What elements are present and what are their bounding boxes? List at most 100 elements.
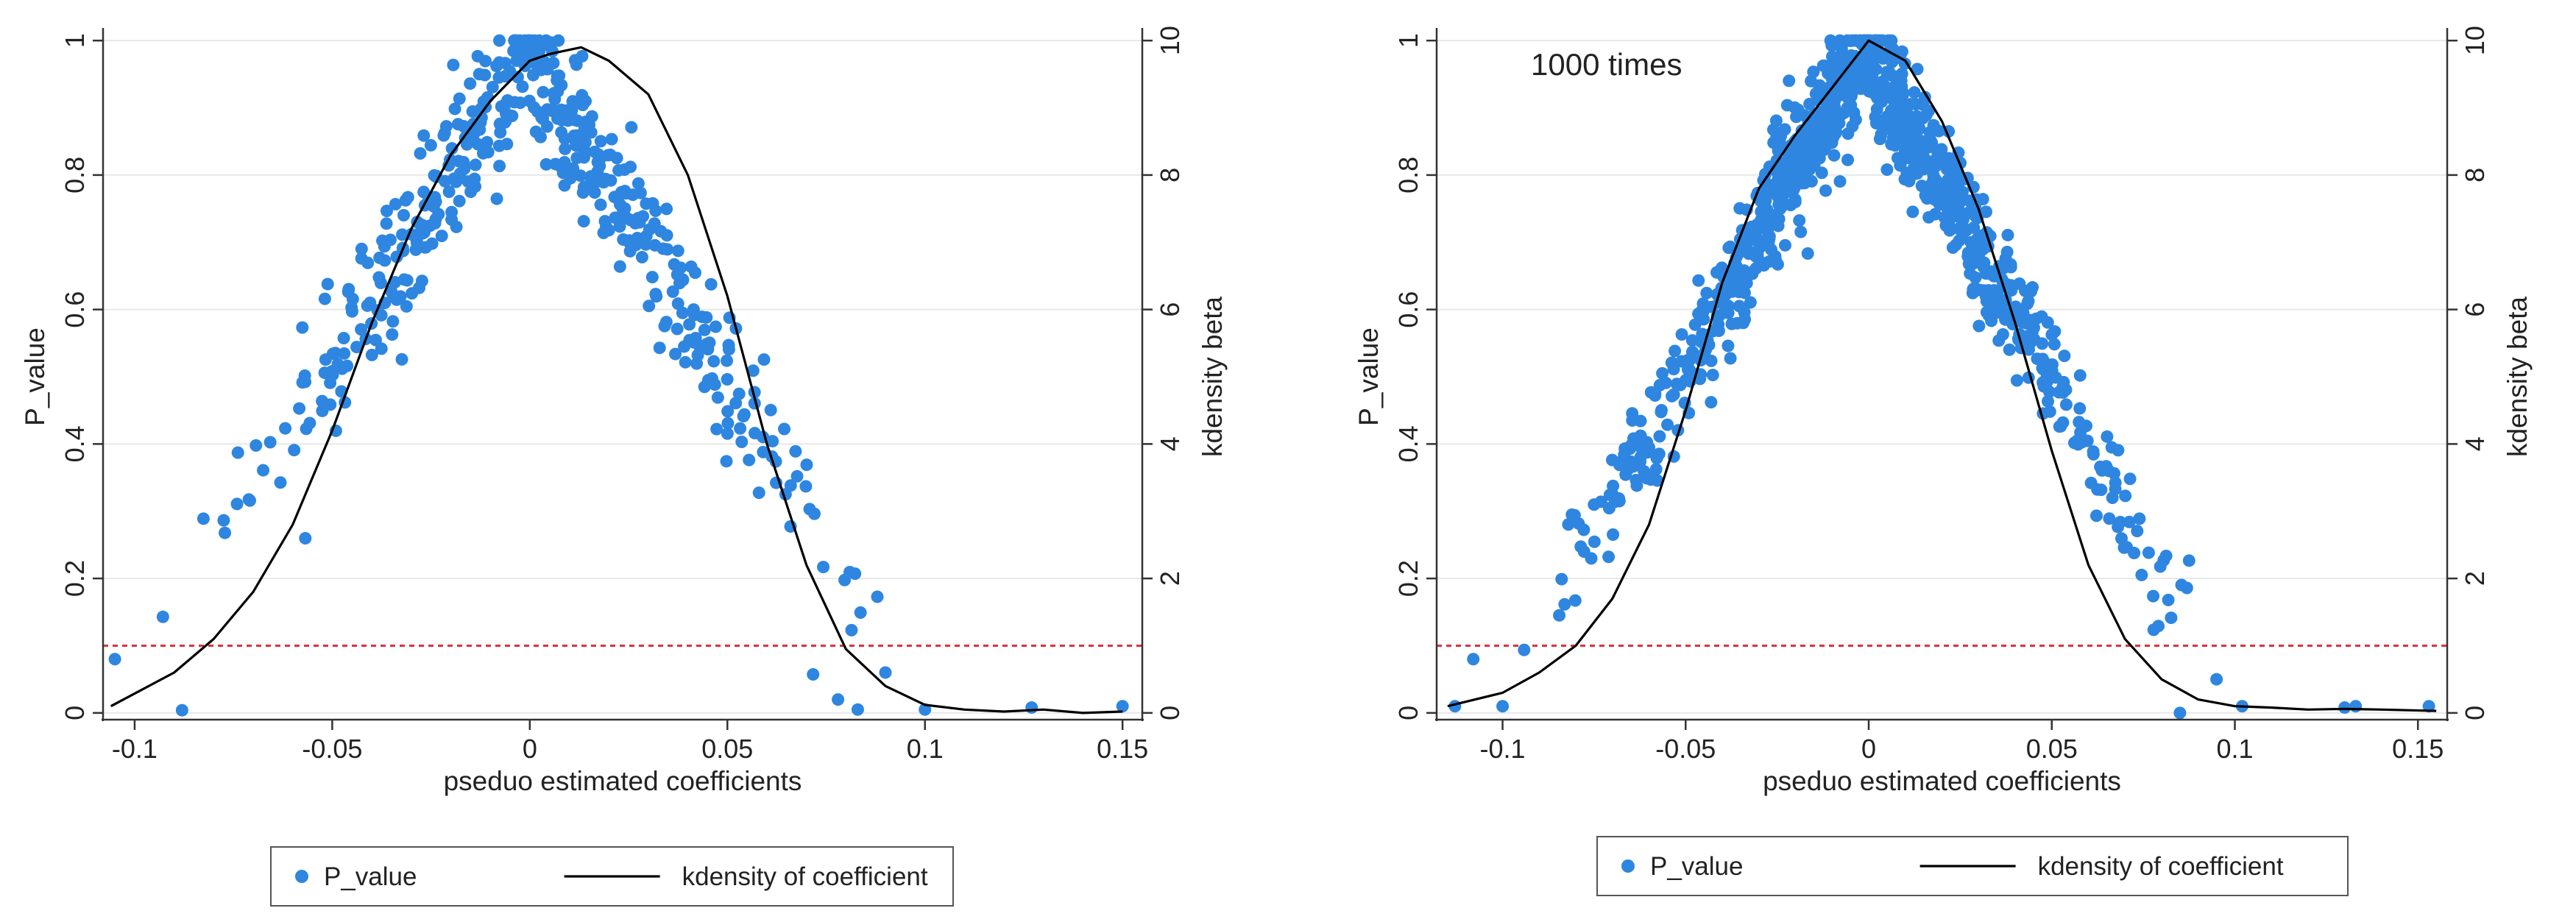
y-tick-label-left: 0.2 xyxy=(60,560,90,597)
pvalue-point xyxy=(217,514,230,527)
pvalue-point xyxy=(711,391,724,404)
pvalue-point xyxy=(1886,124,1900,138)
pvalue-point xyxy=(1967,221,1981,234)
pvalue-point xyxy=(338,347,351,360)
pvalue-point xyxy=(1875,128,1888,141)
pvalue-point xyxy=(660,202,673,216)
pvalue-point xyxy=(703,336,716,350)
pvalue-point xyxy=(1964,267,1977,280)
pvalue-point xyxy=(1929,179,1942,192)
pvalue-point xyxy=(450,175,463,188)
pvalue-point xyxy=(1878,79,1891,93)
pvalue-point xyxy=(1772,213,1786,226)
pvalue-point xyxy=(737,408,751,421)
pvalue-point xyxy=(380,217,393,230)
pvalue-point xyxy=(1700,286,1713,299)
pvalue-point xyxy=(2135,568,2148,581)
pvalue-point xyxy=(1932,124,1945,138)
legend-label-kdensity: kdensity of coefficient xyxy=(682,862,928,891)
pvalue-point xyxy=(2142,546,2155,559)
legend: P_value kdensity of coefficient xyxy=(270,846,954,907)
pvalue-point xyxy=(604,174,618,187)
pvalue-point xyxy=(683,318,696,331)
pvalue-point xyxy=(1788,182,1801,195)
pvalue-point xyxy=(326,368,339,381)
y-tick-label-left: 0 xyxy=(1393,706,1423,720)
pvalue-point xyxy=(345,301,358,314)
pvalue-point xyxy=(386,315,400,328)
pvalue-point xyxy=(721,372,734,386)
pvalue-point xyxy=(542,103,556,116)
pvalue-point xyxy=(1722,339,1735,352)
pvalue-point xyxy=(1555,572,1568,586)
pvalue-point xyxy=(395,352,408,366)
pvalue-point xyxy=(832,693,845,706)
pvalue-point xyxy=(2162,593,2175,606)
pvalue-point xyxy=(670,322,684,336)
x-tick-label: 0.05 xyxy=(2026,734,2078,764)
pvalue-point xyxy=(2016,316,2029,329)
pvalue-point xyxy=(2133,512,2146,525)
pvalue-point xyxy=(1914,149,1927,163)
pvalue-point xyxy=(1834,49,1847,63)
pvalue-point xyxy=(660,229,673,242)
pvalue-point xyxy=(576,186,590,199)
pvalue-point xyxy=(2013,277,2026,291)
pvalue-point xyxy=(1724,352,1737,365)
pvalue-point xyxy=(1838,106,1851,119)
pvalue-point xyxy=(2152,620,2165,633)
pvalue-point xyxy=(721,354,734,367)
pvalue-point xyxy=(319,353,332,366)
pvalue-point xyxy=(1887,93,1900,106)
pvalue-point xyxy=(1562,518,1575,531)
pvalue-point xyxy=(1574,540,1588,553)
pvalue-point xyxy=(1824,80,1837,93)
legend-marker-pvalue xyxy=(1621,859,1635,873)
legend-label-pvalue: P_value xyxy=(1650,852,1743,881)
pvalue-point xyxy=(1909,98,1922,111)
pvalue-point xyxy=(1907,122,1920,135)
pvalue-point xyxy=(707,355,721,368)
pvalue-point xyxy=(1803,157,1816,170)
pvalue-point xyxy=(650,290,663,303)
pvalue-point xyxy=(1928,208,1942,221)
pvalue-point xyxy=(1825,39,1839,52)
y-tick-label-right: 8 xyxy=(2460,168,2490,182)
pvalue-point xyxy=(1025,701,1038,714)
x-tick-label: 0.15 xyxy=(2392,734,2444,764)
pvalue-point xyxy=(2422,700,2435,713)
pvalue-point xyxy=(624,160,637,174)
y-tick-label-right: 6 xyxy=(2460,302,2490,317)
pvalue-point xyxy=(625,121,638,134)
x-tick-label: -0.1 xyxy=(1480,734,1526,764)
pvalue-point xyxy=(1674,378,1687,391)
pvalue-point xyxy=(417,129,431,142)
pvalue-point xyxy=(1782,164,1795,177)
pvalue-point xyxy=(2073,402,2087,415)
chart-panel-2: -0.1 -0.05 0 0.05 0.1 0.1500.20.40.60.8102468… xyxy=(1354,26,2533,896)
x-tick-label: 0.05 xyxy=(701,734,753,764)
pvalue-point xyxy=(1818,59,1831,72)
pvalue-point xyxy=(752,486,765,500)
pvalue-point xyxy=(300,422,313,436)
pvalue-point xyxy=(2175,578,2188,592)
pvalue-point xyxy=(817,561,830,574)
pvalue-point xyxy=(400,299,413,313)
y-tick-label-right: 4 xyxy=(2460,436,2490,451)
x-tick-label: -0.05 xyxy=(302,734,362,764)
pvalue-point xyxy=(1869,48,1882,61)
chart-panel-1: -0.1 -0.05 0 0.05 0.1 0.1500.20.40.60.8102468… xyxy=(20,26,1228,907)
pvalue-point xyxy=(2059,398,2073,411)
pvalue-point xyxy=(1793,214,1806,227)
legend-label-kdensity: kdensity of coefficient xyxy=(2038,852,2284,881)
pvalue-point xyxy=(2091,483,2104,496)
pvalue-point xyxy=(389,198,402,211)
pvalue-point xyxy=(1778,123,1791,136)
pvalue-point xyxy=(1722,241,1735,255)
pvalue-point xyxy=(666,285,679,298)
pvalue-point xyxy=(1827,149,1841,162)
pvalue-point xyxy=(800,458,813,472)
pvalue-point xyxy=(493,34,506,47)
pvalue-point xyxy=(2109,476,2122,489)
pvalue-point xyxy=(746,364,760,377)
